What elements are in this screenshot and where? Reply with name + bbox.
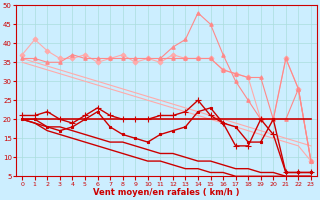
- X-axis label: Vent moyen/en rafales ( km/h ): Vent moyen/en rafales ( km/h ): [93, 188, 240, 197]
